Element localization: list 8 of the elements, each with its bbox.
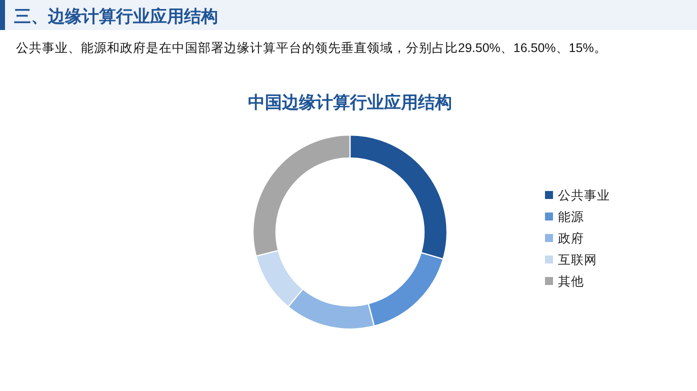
legend-label: 其他 <box>558 274 584 288</box>
legend-label: 公共事业 <box>558 188 610 202</box>
text: 公共事业、能源和政府是在中国部署边缘计算平台的领先垂直领域，分别占比29.50%、16.50%、15%。 <box>16 40 607 55</box>
text: 三、边缘计算行业应用结构 <box>14 7 218 26</box>
legend-label: 能源 <box>558 210 584 224</box>
legend-label: 政府 <box>558 230 584 246</box>
legend-label: 互联网 <box>558 253 597 267</box>
chart-title: 中国边缘计算行业应用结构 <box>248 93 452 112</box>
